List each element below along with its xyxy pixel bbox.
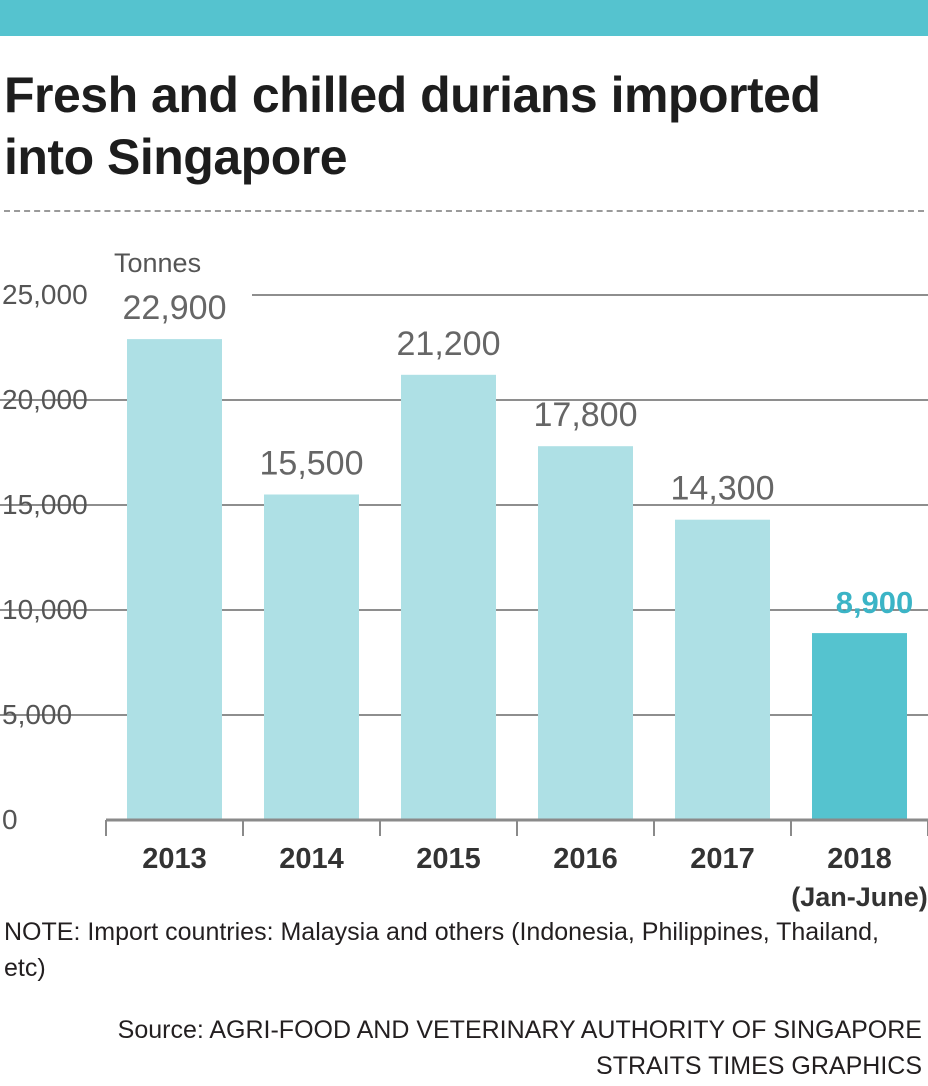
x-category-label: 2017 (690, 843, 755, 875)
bar-2016 (538, 446, 633, 820)
y-tick-label: 5,000 (2, 699, 72, 730)
bar-2014 (264, 494, 359, 820)
y-axis-unit-label: Tonnes (114, 248, 201, 278)
bar-value-label: 8,900 (836, 585, 914, 620)
chart-title: Fresh and chilled durians imported into … (4, 67, 821, 185)
bar-2015 (401, 374, 496, 820)
bar-2018 (812, 633, 907, 820)
bar-value-label: 14,300 (671, 470, 775, 508)
bar-value-label: 15,500 (260, 445, 364, 483)
source-line: Source: AGRI-FOOD AND VETERINARY AUTHORI… (117, 1016, 922, 1044)
graphics-credit: STRAITS TIMES GRAPHICS (596, 1052, 922, 1080)
y-tick-label: 20,000 (2, 384, 88, 415)
bar-2013 (127, 339, 222, 820)
x-category-label: 2016 (553, 843, 618, 875)
y-tick-label: 10,000 (2, 594, 88, 625)
title-divider (4, 210, 924, 212)
x-category-label: 2018 (827, 843, 892, 875)
y-tick-label: 25,000 (2, 279, 88, 310)
y-tick-label: 0 (2, 804, 18, 835)
x-category-label: 2015 (416, 843, 481, 875)
bar-value-label: 21,200 (397, 325, 501, 363)
chart-note: NOTE: Import countries: Malaysia and oth… (4, 918, 879, 982)
source-credit: Source: AGRI-FOOD AND VETERINARY AUTHORI… (22, 1012, 922, 1084)
x-category-label: 2013 (142, 843, 207, 875)
accent-bar (0, 0, 928, 36)
bar-value-label: 22,900 (123, 289, 227, 327)
bar-2017 (675, 519, 770, 820)
x-category-label: 2014 (279, 843, 344, 875)
bar-chart: Tonnes 0 5,000 10,000 15,000 20,000 25,000 22,9… (0, 248, 928, 912)
x-category-sublabel: (Jan-June) (791, 882, 928, 912)
y-tick-label: 15,000 (2, 489, 88, 520)
bar-value-label: 17,800 (534, 396, 638, 434)
